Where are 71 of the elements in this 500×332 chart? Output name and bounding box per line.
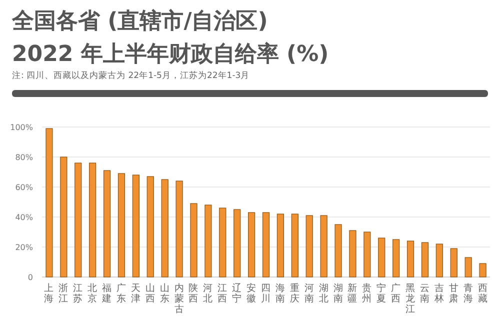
x-tick-label: 内蒙古 (174, 282, 184, 315)
x-tick-label: 西藏 (478, 283, 488, 304)
bar (306, 215, 313, 278)
bar (176, 180, 183, 278)
x-tick-label: 广西 (391, 282, 402, 304)
bar (262, 212, 270, 278)
x-tick-label: 宁夏 (376, 282, 387, 304)
bar (349, 230, 356, 278)
bar (118, 173, 126, 278)
y-tick-label: 40% (15, 213, 34, 222)
y-tick-label: 80% (15, 153, 34, 162)
bar (392, 239, 400, 278)
bar (248, 212, 256, 278)
bar (60, 156, 68, 278)
x-tick-label: 江苏 (73, 282, 84, 304)
y-tick-label: 0 (28, 273, 33, 282)
x-tick-label: 辽宁 (232, 282, 242, 304)
x-tick-label: 上海 (44, 282, 54, 304)
bar (479, 263, 486, 278)
x-tick-label: 重庆 (290, 282, 300, 304)
bar (46, 128, 53, 278)
x-tick-label: 贵州 (362, 282, 372, 304)
bar (161, 179, 168, 278)
x-tick-label: 河北 (203, 282, 214, 304)
x-tick-label: 青海 (463, 282, 474, 304)
bar (74, 162, 82, 278)
x-tick-label: 新疆 (348, 282, 358, 304)
chart-subtitle: 2022 年上半年财政自给率 (%) (12, 41, 329, 67)
bar (421, 242, 429, 278)
x-tick-label: 天津 (130, 283, 141, 304)
bar (146, 176, 154, 278)
x-tick-label: 湖北 (318, 282, 329, 304)
x-tick-label: 吉林 (433, 282, 444, 304)
bar (450, 248, 458, 278)
x-tick-label: 山西 (145, 282, 156, 304)
x-tick-label: 河南 (304, 282, 314, 304)
x-tick-label: 北京 (88, 282, 98, 304)
x-tick-label: 浙江 (58, 282, 69, 304)
text: 注: 四川、西藏以及内蒙古为 22年1-5月，江苏为22年1-3月 (12, 70, 250, 81)
x-tick-label: 陕西 (188, 282, 199, 304)
bar (103, 170, 111, 278)
x-tick-label: 黑龙江 (406, 283, 416, 315)
bar (364, 232, 371, 278)
y-tick-label: 60% (15, 183, 34, 192)
bar (89, 162, 96, 278)
bar (436, 244, 443, 278)
bar (219, 208, 226, 278)
x-tick-label: 广东 (116, 282, 126, 304)
bar (190, 203, 198, 278)
x-tick-label: 四川 (261, 283, 271, 304)
x-tick-label: 云南 (420, 283, 430, 304)
bar (334, 224, 342, 278)
y-tick-label: 100% (10, 123, 34, 132)
bar (406, 240, 414, 278)
bar (132, 174, 140, 278)
x-tick-label: 海南 (275, 282, 286, 304)
x-tick-label: 福建 (101, 282, 112, 304)
bar (204, 204, 212, 278)
bar (464, 257, 472, 278)
bar (320, 215, 328, 278)
bar (291, 214, 298, 278)
x-tick-label: 山东 (160, 282, 170, 304)
bar (234, 209, 241, 278)
x-tick-label: 湖南 (333, 282, 344, 304)
bar (276, 214, 284, 278)
x-tick-label: 甘肃 (448, 282, 459, 304)
chart-title: 全国各省 (直辖市/自治区) (11, 8, 268, 34)
x-tick-label: 安徽 (246, 282, 257, 304)
y-tick-label: 20% (15, 243, 34, 252)
bar (378, 238, 386, 278)
x-tick-label: 江西 (218, 282, 228, 304)
